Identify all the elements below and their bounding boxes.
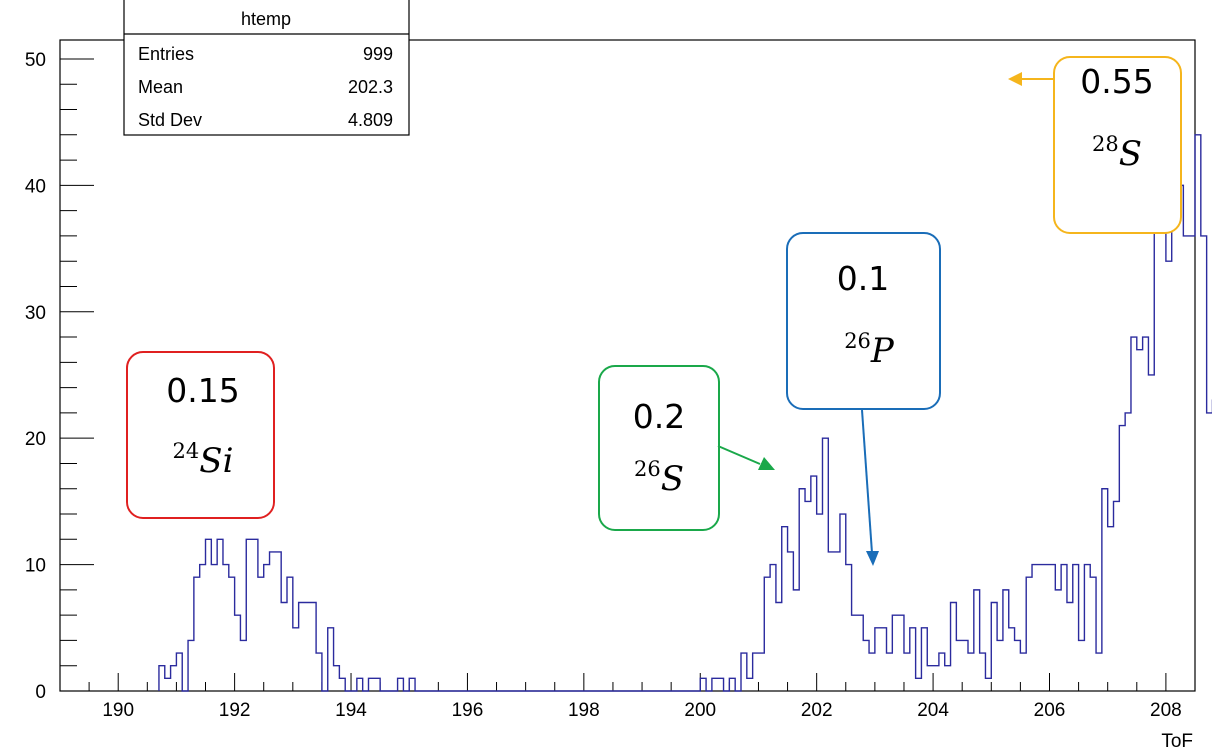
annotation-si24-box <box>126 351 275 519</box>
x-axis-label: ToF <box>1161 731 1193 752</box>
annotation-p26-arrow <box>861 409 873 554</box>
stats-mean-label: Mean <box>138 77 183 97</box>
x-tick-label: 198 <box>568 700 600 721</box>
annotation-p26: 0.1 26P <box>786 232 941 566</box>
y-tick-label: 40 <box>25 176 46 197</box>
y-tick-label: 0 <box>35 682 46 703</box>
histogram-series-line <box>158 70 1212 692</box>
stats-stddev-value: 4.809 <box>348 110 393 130</box>
x-tick-label: 208 <box>1150 700 1182 721</box>
annotation-s26-arrowhead <box>758 457 775 470</box>
y-tick-label: 50 <box>25 50 46 71</box>
x-tick-label: 200 <box>684 700 716 721</box>
x-tick-label: 202 <box>801 700 833 721</box>
annotation-s26-isotope: 26S <box>634 457 684 499</box>
stats-entries-label: Entries <box>138 44 194 64</box>
x-tick-label: 206 <box>1034 700 1066 721</box>
stats-entries-value: 999 <box>363 44 393 64</box>
x-tick-labels: 190 192 194 196 198 200 202 204 206 208 <box>102 700 1181 721</box>
annotation-p26-fraction: 0.1 <box>837 259 889 298</box>
annotation-s28-isotope: 28S <box>1092 132 1142 174</box>
y-tick-label: 30 <box>25 303 46 324</box>
y-tick-labels: 0 10 20 30 40 50 <box>25 50 46 703</box>
stats-box-frame <box>123 0 410 136</box>
stats-box-title: htemp <box>241 9 291 29</box>
annotation-p26-arrowhead <box>866 551 879 566</box>
x-tick-label: 194 <box>335 700 367 721</box>
annotation-s28: 0.55 28S <box>1008 56 1182 234</box>
annotation-s26-fraction: 0.2 <box>633 397 685 436</box>
x-tick-label: 196 <box>452 700 484 721</box>
y-tick-label: 10 <box>25 556 46 577</box>
x-tick-label: 192 <box>219 700 251 721</box>
annotation-si24: 0.15 24Si <box>126 351 275 519</box>
annotation-s26-box <box>598 365 720 531</box>
annotation-p26-isotope: 26P <box>844 329 895 371</box>
stats-mean-value: 202.3 <box>348 77 393 97</box>
stats-box: htemp Entries 999 Mean 202.3 Std Dev 4.8… <box>123 0 410 136</box>
x-tick-label: 190 <box>102 700 134 721</box>
annotation-s28-box <box>1053 56 1182 234</box>
annotation-s26-arrow <box>717 445 761 465</box>
annotation-s26: 0.2 26S <box>598 365 775 531</box>
annotation-p26-box <box>786 232 941 410</box>
annotation-s28-fraction: 0.55 <box>1080 62 1153 101</box>
annotation-si24-isotope: 24Si <box>173 439 234 481</box>
y-tick-label: 20 <box>25 429 46 450</box>
stats-stddev-label: Std Dev <box>138 110 202 130</box>
annotation-s28-arrowhead <box>1008 72 1022 86</box>
annotation-si24-fraction: 0.15 <box>166 371 239 410</box>
x-tick-label: 204 <box>917 700 949 721</box>
